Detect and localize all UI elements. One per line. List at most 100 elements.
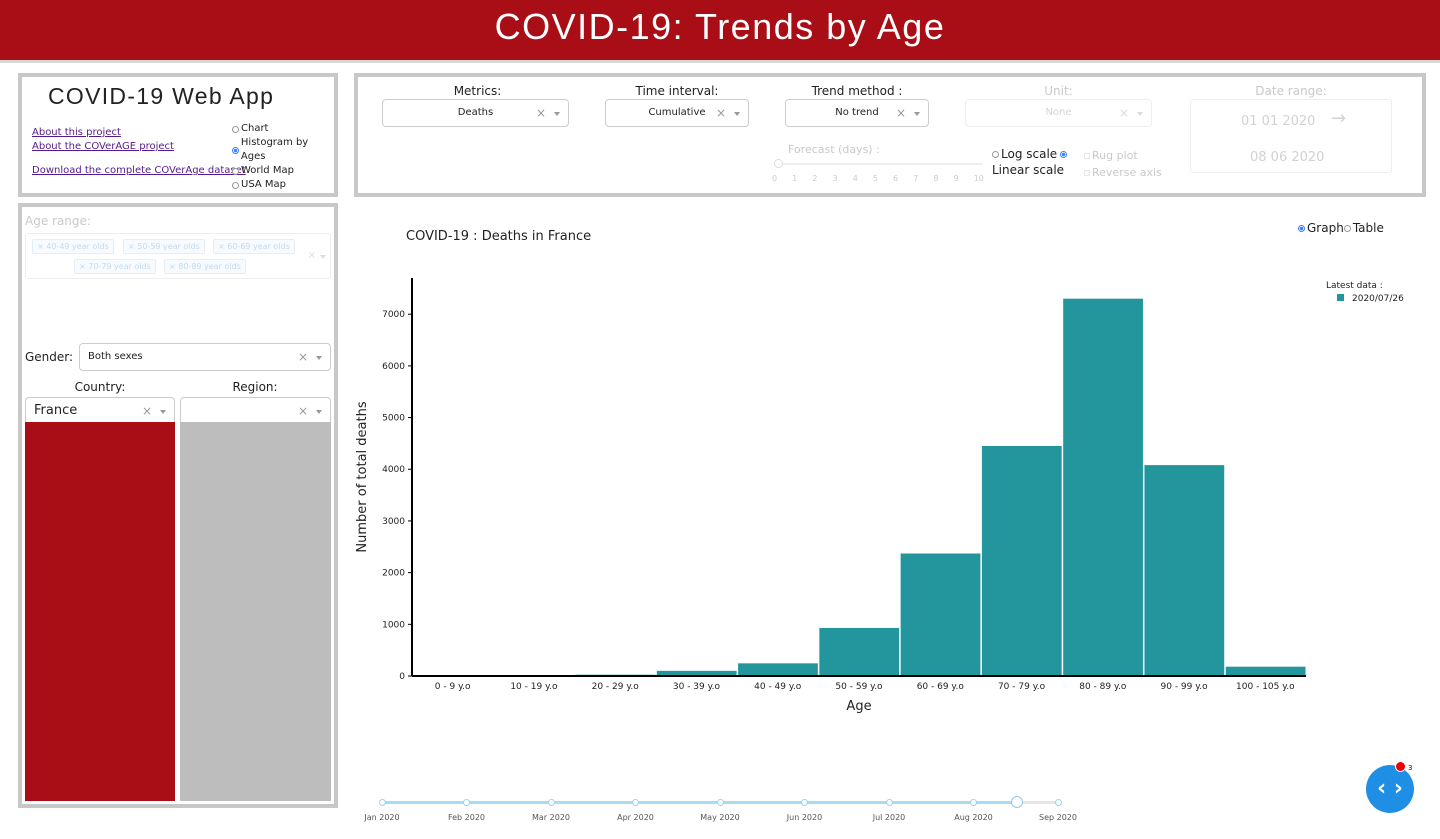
metrics-value: Deaths <box>457 107 494 118</box>
x-tick-label: 60 - 69 y.o <box>917 682 965 692</box>
radio-icon[interactable] <box>232 125 239 133</box>
timeline-month-dot[interactable] <box>632 799 639 806</box>
chart-svg: 0 1000 2000 3000 4000 5000 6000 7000 0 - 9 y.o 10… <box>355 278 1306 714</box>
rug-plot-option[interactable]: Rug plot <box>1084 147 1162 164</box>
timeline-month-dot[interactable] <box>970 799 977 806</box>
radio-selected-icon[interactable] <box>232 146 239 154</box>
radio-icon[interactable] <box>232 167 239 175</box>
graph-radio[interactable] <box>1298 224 1305 232</box>
metrics-select[interactable]: Deaths × <box>382 99 569 127</box>
linear-scale-radio[interactable] <box>1060 150 1068 158</box>
age-tag[interactable]: × 80-89 year olds <box>164 259 246 274</box>
country-select[interactable]: France × <box>25 397 175 425</box>
start-date-input[interactable]: 01 01 2020 <box>1241 114 1316 129</box>
header-divider <box>0 60 1440 63</box>
bar <box>656 670 737 676</box>
x-tick-label: 10 - 19 y.o <box>510 682 558 692</box>
bar <box>1144 465 1225 676</box>
chevron-down-icon[interactable] <box>734 112 740 116</box>
checkbox-icon[interactable] <box>1084 153 1090 159</box>
view-selector: Chart Histogram by Ages World Map USA Ma… <box>232 122 334 192</box>
timeline-month-label: Mar 2020 <box>532 813 570 822</box>
chevron-down-icon[interactable] <box>320 255 326 259</box>
forecast-slider-handle[interactable] <box>774 159 783 168</box>
clear-icon[interactable]: × <box>895 106 906 120</box>
table-radio[interactable] <box>1343 224 1351 232</box>
chevron-down-icon[interactable] <box>160 410 166 414</box>
age-range-multiselect[interactable]: × 40-49 year olds × 50-59 year olds × 60… <box>25 233 331 279</box>
timeline-month-dot[interactable] <box>463 799 470 806</box>
code-toggle-button[interactable]: ‹ › <box>1366 765 1414 813</box>
x-axis-title: Age <box>846 699 871 714</box>
app-links: About this project About the COVerAGE pr… <box>32 126 246 178</box>
forecast-slider-track[interactable] <box>776 163 982 165</box>
date-range-picker[interactable]: 01 01 2020 → 08 06 2020 <box>1190 99 1392 173</box>
download-dataset-link[interactable]: Download the complete COVerAge dataset <box>32 165 246 176</box>
region-label: Region: <box>232 380 278 394</box>
view-option-histogram[interactable]: Histogram by Ages <box>232 136 334 164</box>
age-tag[interactable]: × 50-59 year olds <box>123 239 205 254</box>
timeline-slider[interactable]: Jan 2020 Feb 2020 Mar 2020 Apr 2020 May 2020… <box>362 792 1102 837</box>
timeline-handle[interactable] <box>1011 796 1024 808</box>
clear-icon[interactable]: × <box>141 404 152 418</box>
view-option-world-map[interactable]: World Map <box>232 164 334 178</box>
chevron-down-icon[interactable] <box>316 410 322 414</box>
chevron-down-icon[interactable] <box>554 112 560 116</box>
about-coverage-link[interactable]: About the COVerAGE project <box>32 141 174 152</box>
timeline-month-dot[interactable] <box>885 799 893 806</box>
timeline-month-dot[interactable] <box>1054 799 1062 806</box>
rug-plot-label: Rug plot <box>1092 149 1138 162</box>
timeline-month-dot[interactable] <box>378 799 386 806</box>
region-select[interactable]: × <box>180 397 331 425</box>
timeline-month-dot[interactable] <box>547 799 555 806</box>
time-interval-select[interactable]: Cumulative × <box>605 99 749 127</box>
gender-label: Gender: <box>25 350 74 364</box>
age-tag[interactable]: × 60-69 year olds <box>213 239 295 254</box>
clear-icon[interactable]: × <box>297 350 308 364</box>
log-scale-radio[interactable] <box>992 150 999 158</box>
clear-icon[interactable]: × <box>535 106 546 120</box>
notification-count: 3 <box>1408 764 1413 772</box>
radio-icon[interactable] <box>232 181 239 189</box>
age-tag-label: 80-89 year olds <box>178 262 241 271</box>
view-option-label: USA Map <box>241 179 286 190</box>
timeline-month-dot[interactable] <box>801 799 808 806</box>
forecast-tick: 7 <box>913 174 919 183</box>
age-tag[interactable]: × 40-49 year olds <box>32 239 114 254</box>
view-option-usa-map[interactable]: USA Map <box>232 178 334 192</box>
chart-legend: Latest data : 2020/07/26 <box>1326 281 1404 304</box>
unit-select[interactable]: None × <box>965 99 1152 127</box>
clear-icon[interactable]: × <box>307 250 316 261</box>
bar <box>900 553 981 676</box>
x-tick-label: 80 - 89 y.o <box>1079 682 1127 692</box>
timeline-month-label: Aug 2020 <box>954 813 993 822</box>
checkbox-icon[interactable] <box>1084 170 1090 176</box>
page-title: COVID-19: Trends by Age <box>494 6 946 47</box>
end-date-input[interactable]: 08 06 2020 <box>1250 150 1325 165</box>
about-project-link[interactable]: About this project <box>32 127 121 138</box>
gender-select[interactable]: Both sexes × <box>79 343 331 371</box>
bar <box>1225 666 1306 676</box>
age-tag[interactable]: × 70-79 year olds <box>74 259 156 274</box>
x-tick-label: 0 - 9 y.o <box>435 682 471 692</box>
reverse-axis-option[interactable]: Reverse axis <box>1084 164 1162 181</box>
trend-method-select[interactable]: No trend × <box>785 99 929 127</box>
chevron-down-icon[interactable] <box>914 112 920 116</box>
y-tick-label: 3000 <box>382 517 405 527</box>
clear-icon[interactable]: × <box>297 404 308 418</box>
view-toggle: Graph Table <box>1298 221 1384 235</box>
controls-panel: Metrics: Deaths × Time interval: Cumulat… <box>354 73 1426 197</box>
x-tick-label: 20 - 29 y.o <box>592 682 640 692</box>
view-option-chart[interactable]: Chart <box>232 122 334 136</box>
forecast-tick: 3 <box>832 174 838 183</box>
unit-value: None <box>1045 107 1072 118</box>
histogram-chart: COVID-19 : Deaths in France Graph Table … <box>354 204 1434 834</box>
x-tick-label: 90 - 99 y.o <box>1161 682 1209 692</box>
x-tick-label: 40 - 49 y.o <box>754 682 802 692</box>
chevron-down-icon[interactable] <box>316 356 322 360</box>
timeline-fill <box>382 801 1018 804</box>
timeline-month-dot[interactable] <box>716 799 724 806</box>
timeline-month-label: Feb 2020 <box>447 813 486 822</box>
clear-icon[interactable]: × <box>715 106 726 120</box>
scale-selector: Log scale Linear scale <box>992 147 1069 177</box>
